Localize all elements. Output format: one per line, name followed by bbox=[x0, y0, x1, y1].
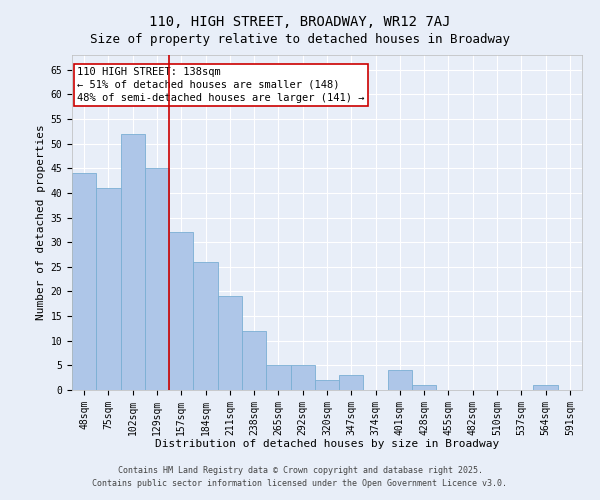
Bar bbox=[193, 262, 218, 390]
Text: 110, HIGH STREET, BROADWAY, WR12 7AJ: 110, HIGH STREET, BROADWAY, WR12 7AJ bbox=[149, 15, 451, 29]
Text: Size of property relative to detached houses in Broadway: Size of property relative to detached ho… bbox=[90, 32, 510, 46]
Bar bbox=[242, 331, 266, 390]
Bar bbox=[218, 296, 242, 390]
Bar bbox=[145, 168, 169, 390]
Bar bbox=[169, 232, 193, 390]
Bar bbox=[96, 188, 121, 390]
Text: Contains HM Land Registry data © Crown copyright and database right 2025.
Contai: Contains HM Land Registry data © Crown c… bbox=[92, 466, 508, 487]
Bar bbox=[533, 385, 558, 390]
Bar bbox=[266, 366, 290, 390]
Bar bbox=[121, 134, 145, 390]
X-axis label: Distribution of detached houses by size in Broadway: Distribution of detached houses by size … bbox=[155, 439, 499, 449]
Bar bbox=[315, 380, 339, 390]
Text: 110 HIGH STREET: 138sqm
← 51% of detached houses are smaller (148)
48% of semi-d: 110 HIGH STREET: 138sqm ← 51% of detache… bbox=[77, 66, 365, 103]
Bar bbox=[412, 385, 436, 390]
Bar bbox=[72, 173, 96, 390]
Y-axis label: Number of detached properties: Number of detached properties bbox=[37, 124, 46, 320]
Bar bbox=[339, 375, 364, 390]
Bar bbox=[290, 366, 315, 390]
Bar bbox=[388, 370, 412, 390]
